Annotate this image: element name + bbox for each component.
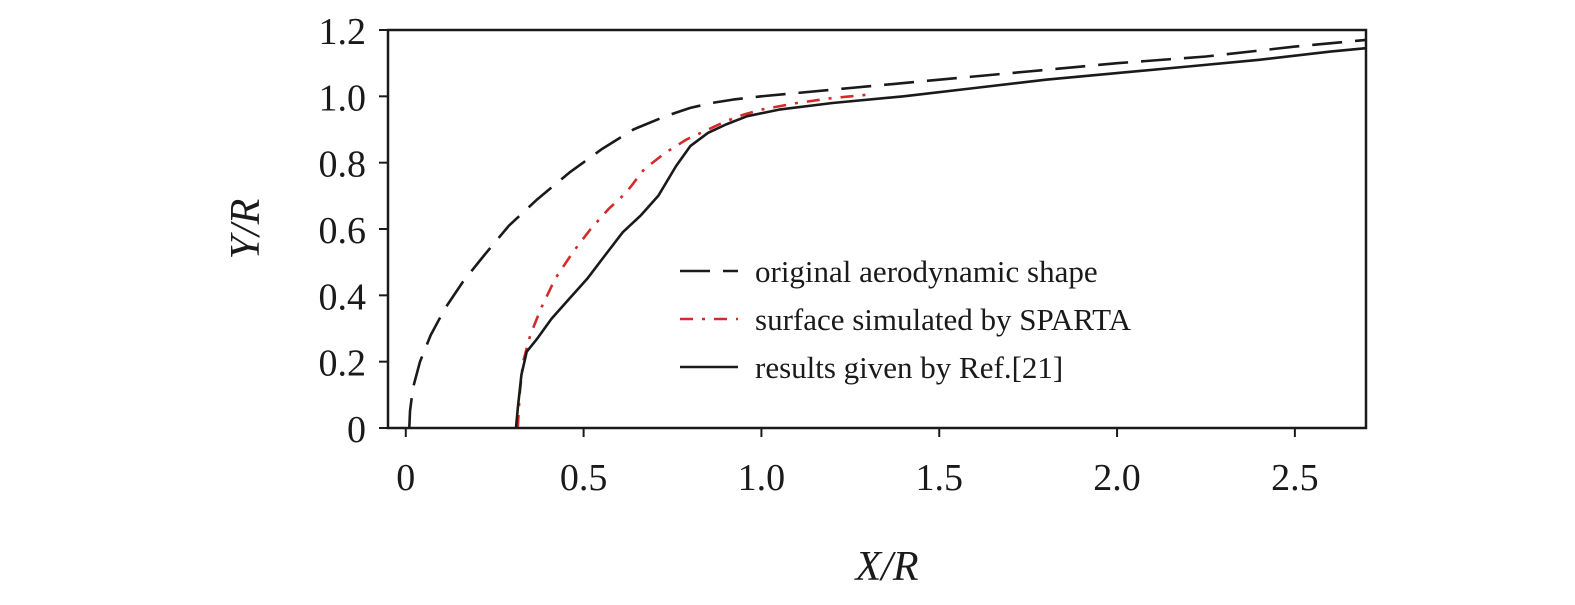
x-tick-label-3: 1.5	[915, 457, 963, 499]
legend-label-0: original aerodynamic shape	[755, 254, 1098, 289]
x-tick-label-5: 2.5	[1271, 457, 1319, 499]
y-axis-label: Y/R	[223, 199, 269, 260]
series-line-1	[516, 93, 869, 429]
y-tick-label-3: 0.6	[319, 210, 367, 252]
legend-label-2: results given by Ref.[21]	[755, 350, 1063, 385]
plot-area-frame	[386, 28, 1368, 430]
y-tick-label-1: 0.2	[319, 343, 367, 385]
series-lines	[408, 38, 1367, 429]
series-line-2	[514, 46, 1367, 429]
x-tick-label-0: 0	[396, 457, 415, 499]
legend-label-1: surface simulated by SPARTA	[755, 302, 1132, 337]
y-tick-label-4: 0.8	[319, 144, 367, 186]
y-tick-label-5: 1.0	[319, 77, 367, 119]
axis-ticks: 0 0.5 1.0 1.5 2.0 2.5 0 0.2 0.4 0.6 0.8 1.0 1.2	[319, 11, 1319, 499]
y-tick-label-2: 0.4	[319, 276, 367, 318]
x-tick-label-4: 2.0	[1093, 457, 1141, 499]
series-line-0	[408, 38, 1367, 429]
x-tick-label-2: 1.0	[738, 457, 786, 499]
legend: original aerodynamic shape surface simula…	[680, 254, 1132, 385]
y-tick-label-0: 0	[347, 409, 366, 451]
x-tick-label-1: 0.5	[560, 457, 608, 499]
x-axis-label: X/R	[854, 544, 919, 590]
y-tick-label-6: 1.2	[319, 11, 367, 53]
